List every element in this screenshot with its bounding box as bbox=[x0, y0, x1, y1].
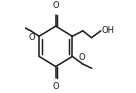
Text: O: O bbox=[28, 33, 35, 42]
Text: O: O bbox=[52, 1, 59, 10]
Text: O: O bbox=[52, 82, 59, 91]
Text: O: O bbox=[79, 53, 85, 62]
Text: OH: OH bbox=[102, 26, 115, 35]
